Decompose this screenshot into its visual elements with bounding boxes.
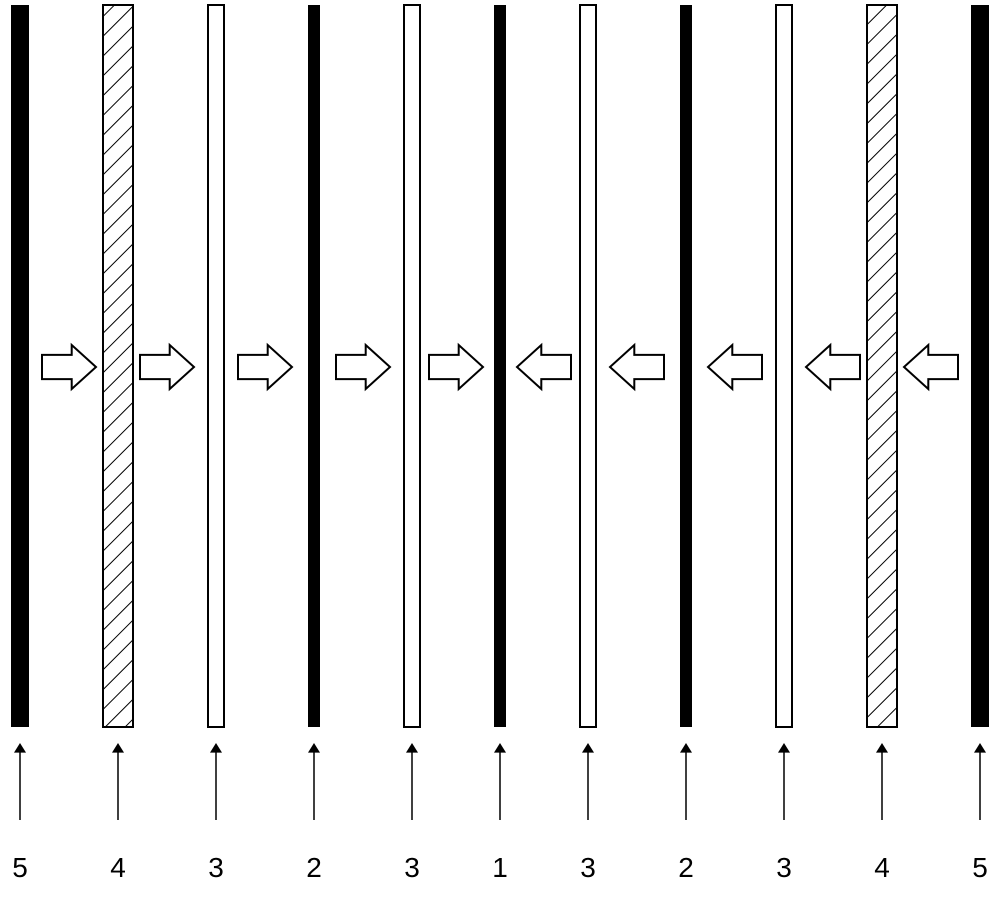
label-arrow-7 <box>680 743 692 820</box>
flow-arrow-7-left <box>708 345 762 389</box>
label-arrow-6 <box>582 743 594 820</box>
label-arrow-8 <box>778 743 790 820</box>
flow-arrow-1-right <box>140 345 194 389</box>
bar-5-type-1 <box>494 5 506 727</box>
label-arrow-2 <box>210 743 222 820</box>
bar-label-5: 1 <box>492 852 508 884</box>
label-arrow-3 <box>308 743 320 820</box>
flow-arrow-4-right <box>429 345 483 389</box>
label-arrow-9 <box>876 743 888 820</box>
bar-label-7: 2 <box>678 852 694 884</box>
bar-2-type-3 <box>208 5 224 727</box>
bar-8-type-3 <box>776 5 792 727</box>
flow-arrow-5-left <box>517 345 571 389</box>
flow-arrow-0-right <box>42 345 96 389</box>
bar-label-10: 5 <box>972 852 988 884</box>
bar-label-0: 5 <box>12 852 28 884</box>
bar-label-1: 4 <box>110 852 126 884</box>
bar-label-4: 3 <box>404 852 420 884</box>
bar-label-9: 4 <box>874 852 890 884</box>
label-arrow-10 <box>974 743 986 820</box>
label-arrow-4 <box>406 743 418 820</box>
flow-arrow-3-right <box>336 345 390 389</box>
bar-3-type-2 <box>308 5 320 727</box>
bar-1-type-4 <box>103 5 133 727</box>
bar-label-2: 3 <box>208 852 224 884</box>
bar-label-8: 3 <box>776 852 792 884</box>
bar-9-type-4 <box>867 5 897 727</box>
label-arrow-1 <box>112 743 124 820</box>
label-arrow-5 <box>494 743 506 820</box>
bar-0-type-5 <box>11 5 29 727</box>
flow-arrow-9-left <box>904 345 958 389</box>
flow-arrow-6-left <box>610 345 664 389</box>
bar-10-type-5 <box>971 5 989 727</box>
bar-label-3: 2 <box>306 852 322 884</box>
bar-7-type-2 <box>680 5 692 727</box>
diagram-stage: 5 4 3 2 3 1 3 2 3 4 5 <box>0 0 1000 897</box>
flow-arrow-8-left <box>806 345 860 389</box>
diagram-svg <box>0 0 1000 897</box>
label-arrow-0 <box>14 743 26 820</box>
bar-label-6: 3 <box>580 852 596 884</box>
bar-4-type-3 <box>404 5 420 727</box>
bar-6-type-3 <box>580 5 596 727</box>
flow-arrow-2-right <box>238 345 292 389</box>
